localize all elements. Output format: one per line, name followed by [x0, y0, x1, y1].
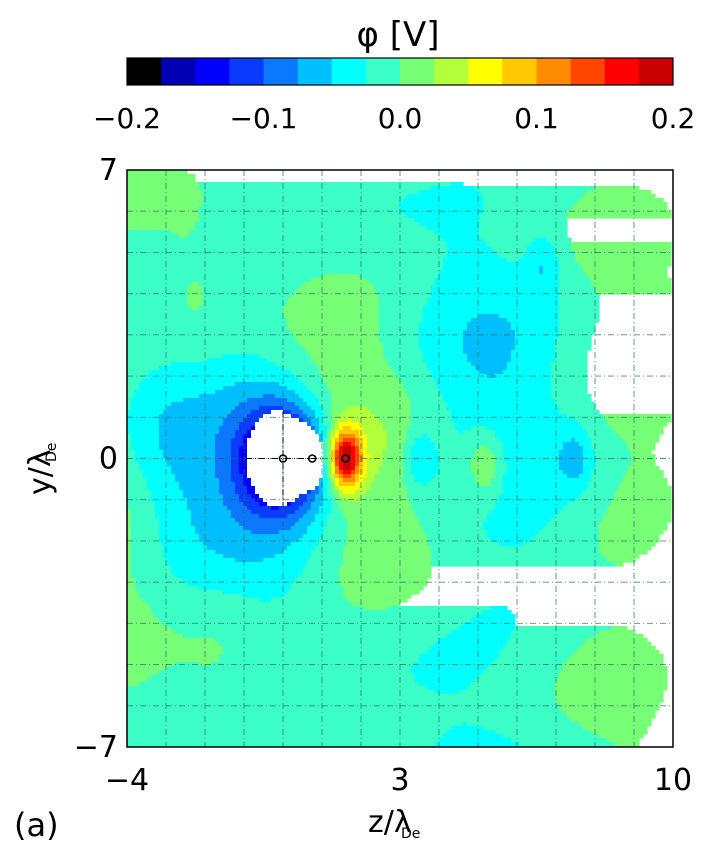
y-tick-label: 7: [99, 153, 118, 188]
y-tick-labels: −7 0 7: [74, 153, 118, 765]
y-axis-label: y/λ De: [23, 443, 60, 495]
x-axis-label-sub: De: [401, 826, 420, 842]
colorbar-tick-label: −0.2: [93, 102, 161, 135]
x-axis-label-main: z/λ: [368, 805, 412, 840]
colorbar-swatch: [331, 58, 367, 85]
y-axis-label-main: y/λ: [23, 449, 58, 495]
marker-point: [307, 454, 317, 463]
colorbar-swatch: [400, 58, 435, 85]
marker-point: [278, 454, 288, 463]
colorbar-swatch: [229, 58, 264, 85]
probe-hole: [245, 411, 324, 506]
contour-fills: [127, 170, 672, 747]
colorbar-swatch: [604, 58, 640, 85]
colorbar: [126, 57, 674, 86]
y-tick-label: −7: [74, 730, 118, 765]
colorbar-tick-label: 0.1: [514, 102, 559, 135]
colorbar-tick-labels: −0.2 −0.1 0.0 0.1 0.2: [93, 102, 695, 135]
grid-lines: [127, 170, 673, 747]
colorbar-tick-label: 0.2: [651, 102, 696, 135]
colorbar-swatch: [365, 58, 401, 85]
colorbar-swatch: [127, 58, 162, 85]
colorbar-swatch: [468, 58, 503, 85]
x-tick-label: 3: [390, 763, 409, 798]
contour-plot-area: [127, 170, 673, 747]
colorbar-swatch: [195, 58, 230, 85]
colorbar-swatch: [638, 58, 674, 85]
colorbar-swatch: [434, 58, 469, 85]
x-tick-label: −4: [105, 763, 149, 798]
colorbar-swatch: [536, 58, 572, 85]
y-axis-label-sub: De: [44, 443, 60, 462]
markers: [278, 454, 350, 463]
colorbar-tick-label: −0.1: [230, 102, 298, 135]
colorbar-swatch: [297, 58, 333, 85]
marker-point: [341, 454, 350, 463]
panel-label: (a): [14, 806, 59, 844]
colorbar-title: φ [V]: [356, 15, 439, 55]
colorbar-frame: [126, 57, 674, 86]
x-tick-label: 10: [654, 763, 692, 798]
colorbar-swatch: [502, 58, 537, 85]
x-axis-label: z/λ De: [368, 805, 420, 842]
colorbar-swatch: [570, 58, 606, 85]
plot-frame: [126, 169, 674, 748]
colorbar-tick-label: 0.0: [378, 102, 423, 135]
y-tick-label: 0: [99, 442, 118, 477]
x-tick-labels: −4 3 10: [105, 763, 692, 798]
colorbar-swatch: [263, 58, 299, 85]
colorbar-swatch: [161, 58, 196, 85]
